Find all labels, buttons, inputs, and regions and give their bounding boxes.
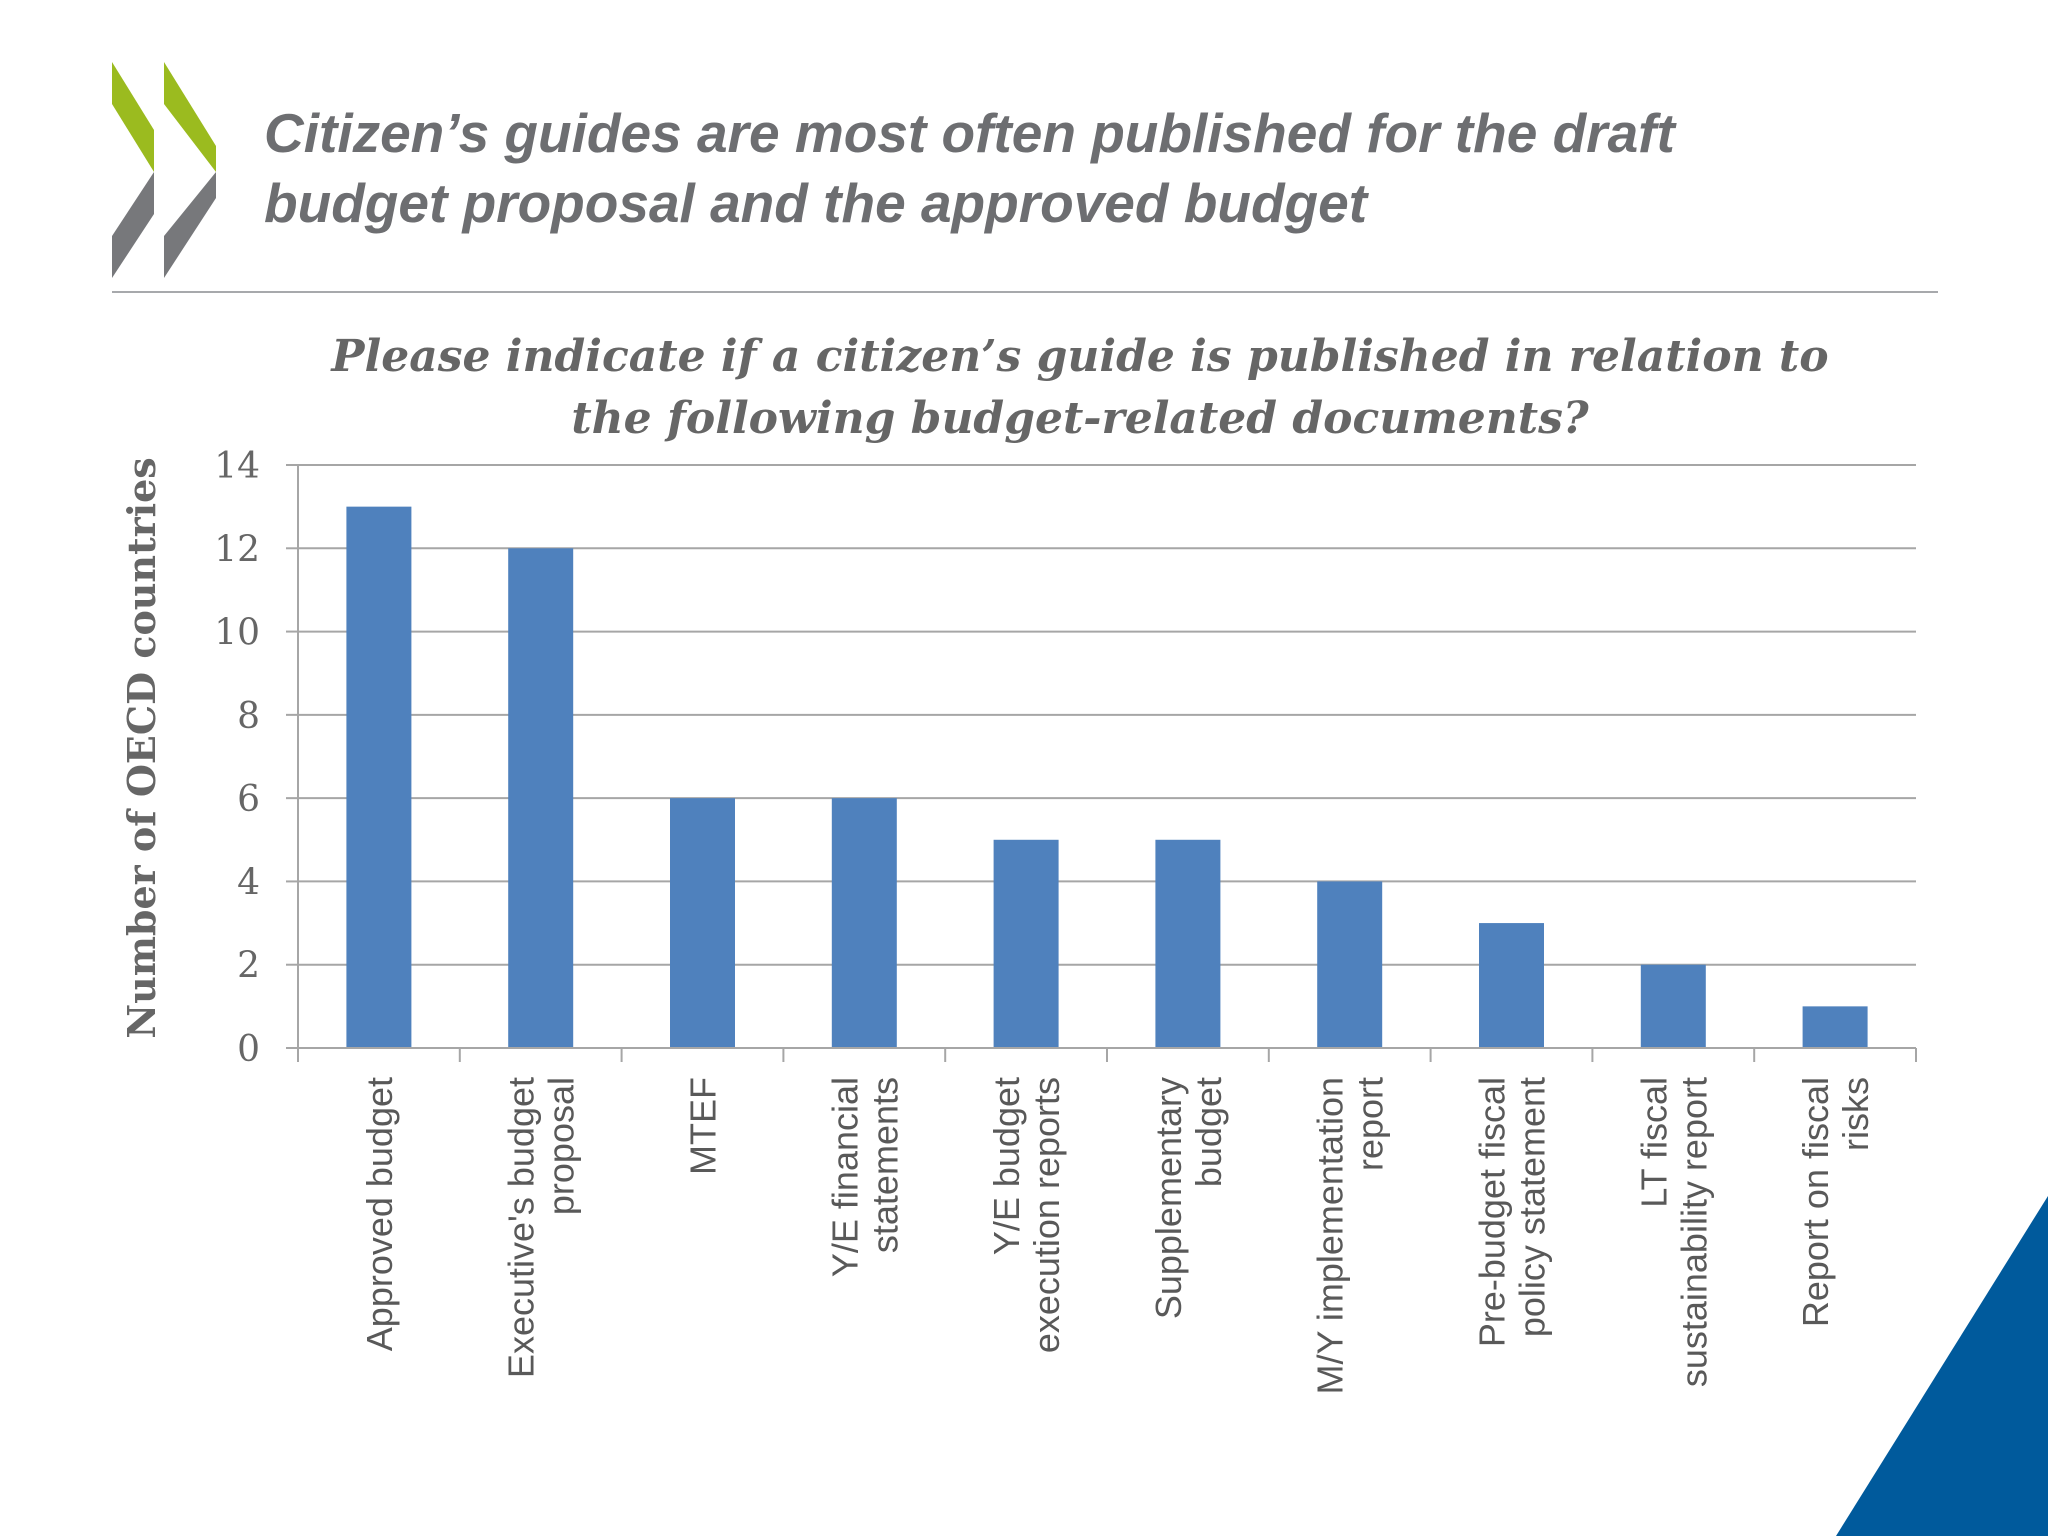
x-tick-label-9: LT fiscalsustainability report (1633, 1077, 1714, 1387)
x-tick-label-line: sustainability report (1673, 1077, 1714, 1387)
bar-3 (670, 798, 735, 1048)
logo-chevron-green-right (164, 62, 216, 172)
x-tick-label-10: Report on fiscalrisks (1795, 1077, 1876, 1327)
y-tick-label: 4 (237, 862, 260, 903)
x-tick-label-line: Pre-budget fiscal (1472, 1077, 1513, 1347)
chart-title-line-1: Please indicate if a citizen’s guide is … (331, 331, 1829, 382)
x-tick-label-line: proposal (541, 1077, 582, 1215)
bar-8 (1479, 923, 1544, 1048)
slide-title-line-2: budget proposal and the approved budget (264, 172, 1368, 234)
y-tick-label: 10 (214, 613, 260, 654)
y-tick-label: 8 (237, 696, 260, 737)
bar-5 (993, 839, 1059, 1048)
x-tick-label-line: risks (1835, 1077, 1876, 1151)
y-tick-label: 14 (214, 446, 260, 487)
y-tick-label: 6 (237, 779, 260, 820)
x-tick-label-line: execution reports (1026, 1077, 1067, 1353)
oecd-logo-icon (112, 62, 216, 278)
bar-6 (1155, 839, 1221, 1048)
title-divider (112, 291, 1938, 293)
x-tick-label-line: MTEF (683, 1077, 724, 1175)
bar-7 (1317, 881, 1383, 1048)
bar-1 (346, 506, 412, 1049)
x-tick-label-line: Approved budget (359, 1077, 400, 1351)
x-tick-label-line: Y/E financial (824, 1077, 865, 1277)
x-tick-label-1: Approved budget (359, 1077, 400, 1351)
logo-chevron-gray-right (164, 172, 216, 278)
x-tick-label-line: Supplementary (1148, 1077, 1189, 1319)
bar-10 (1802, 1006, 1868, 1048)
slide-title: Citizen’s guides are most often publishe… (264, 98, 1904, 238)
x-tick-label-line: report (1350, 1077, 1391, 1171)
x-tick-label-line: M/Y implementation (1310, 1077, 1351, 1394)
y-axis-label: Number of OECD countries (119, 457, 164, 1038)
x-tick-label-7: M/Y implementationreport (1310, 1077, 1391, 1394)
chart-title-line-2: the following budget-related documents? (571, 393, 1589, 444)
y-tick-label: 12 (214, 529, 260, 570)
x-tick-label-line: policy statement (1512, 1077, 1553, 1337)
x-tick-label-line: budget (1188, 1077, 1229, 1187)
x-tick-label-3: MTEF (683, 1077, 724, 1175)
x-tick-label-4: Y/E financialstatements (824, 1077, 905, 1277)
x-tick-label-8: Pre-budget fiscalpolicy statement (1472, 1077, 1553, 1347)
logo-chevron-gray-left (112, 172, 154, 278)
logo-chevron-green-left (112, 62, 154, 172)
x-tick-label-5: Y/E budgetexecution reports (986, 1077, 1067, 1353)
x-tick-label-line: LT fiscal (1633, 1077, 1674, 1208)
x-tick-label-line: statements (864, 1077, 905, 1253)
bar-2 (508, 548, 574, 1048)
x-tick-label-line: Executive's budget (501, 1077, 542, 1378)
y-tick-label: 0 (237, 1029, 260, 1070)
y-tick-label: 2 (237, 946, 260, 987)
x-tick-labels: Approved budget Executive's budgetproposa… (359, 1077, 1876, 1394)
y-tick-labels: 0 2 4 6 8 10 12 14 (214, 446, 260, 1070)
bar-9 (1640, 964, 1706, 1048)
x-tick-label-6: Supplementarybudget (1148, 1077, 1229, 1319)
x-tick-label-line: Report on fiscal (1795, 1077, 1836, 1327)
x-tick-label-line: Y/E budget (986, 1077, 1027, 1255)
chart-axes (297, 465, 1917, 1062)
bar-4 (831, 798, 897, 1048)
slide-title-line-1: Citizen’s guides are most often publishe… (264, 102, 1675, 164)
chart-bars (346, 506, 1868, 1049)
x-tick-label-2: Executive's budgetproposal (501, 1077, 582, 1378)
chart-title: Please indicate if a citizen’s guide is … (300, 326, 1860, 450)
